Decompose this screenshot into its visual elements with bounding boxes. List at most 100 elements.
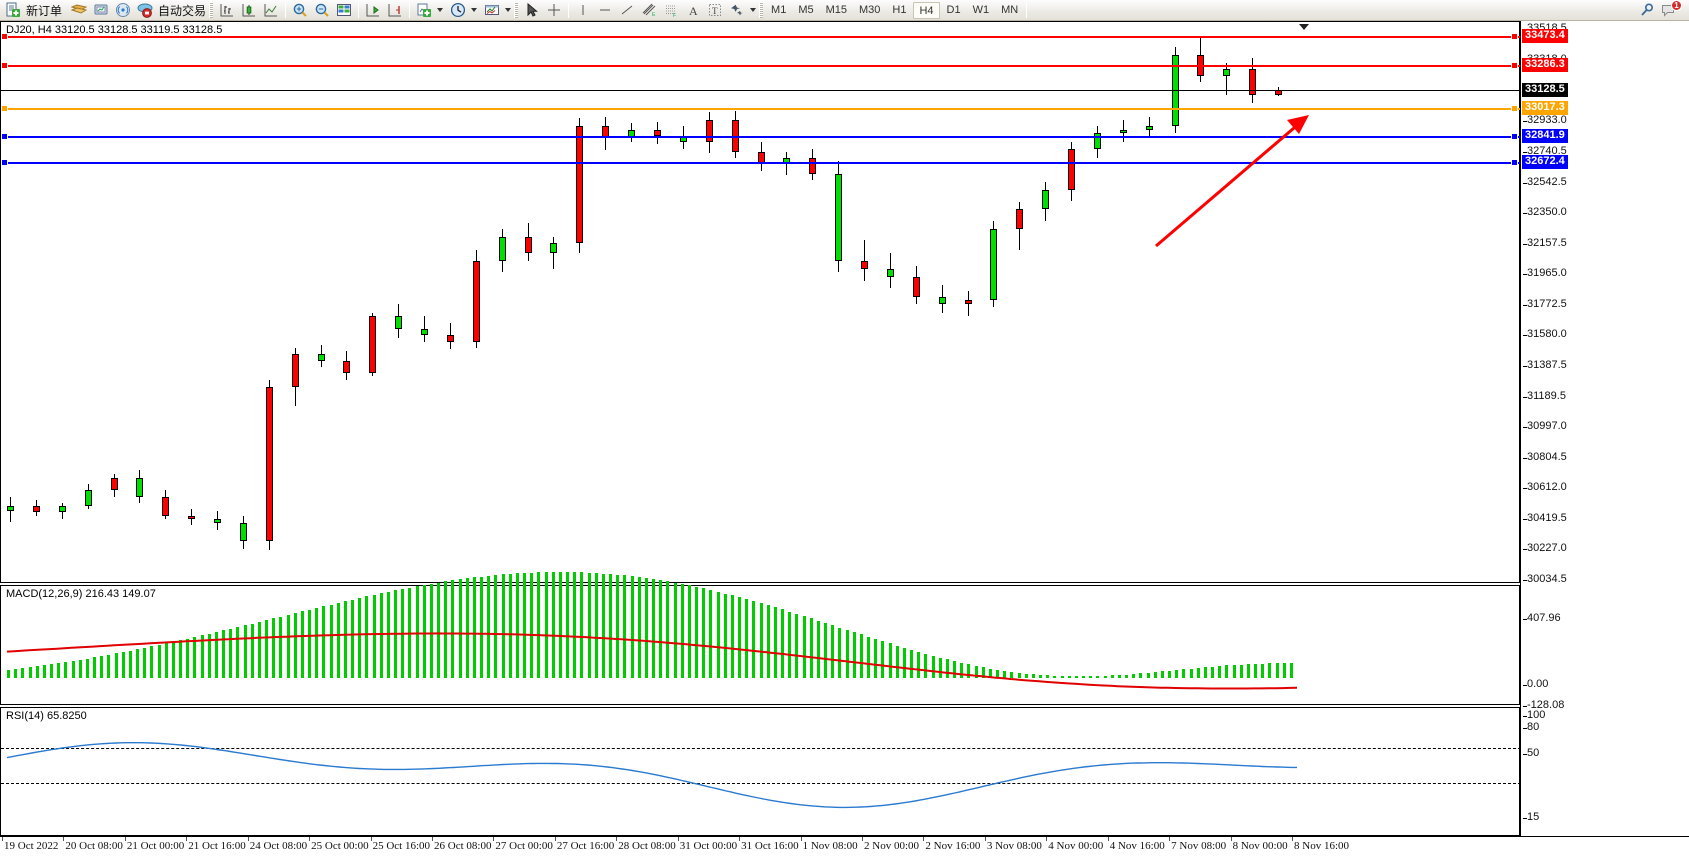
bar-chart-icon[interactable]: [216, 1, 238, 20]
timeframe-button-mn[interactable]: MN: [1001, 3, 1019, 16]
price-line-current-price[interactable]: [1, 90, 1521, 92]
rsi-indicator-pane[interactable]: RSI(14) 65.8250: [0, 707, 1521, 836]
timeframe-button-w1[interactable]: W1: [972, 3, 990, 16]
toolbar-grip-draw[interactable]: [514, 2, 519, 18]
text-label-icon[interactable]: T: [704, 1, 726, 20]
zoom-in-icon[interactable]: [289, 1, 311, 20]
folder-icon[interactable]: [68, 1, 90, 20]
shapes-icon[interactable]: [726, 1, 748, 20]
price-tick: 32740.5: [1523, 144, 1567, 157]
candle-body: [32, 506, 40, 513]
rsi-level-50: [1, 783, 1521, 784]
price-tag-resistance-line[interactable]: 33286.3: [1522, 58, 1568, 73]
timeframe-button-m5[interactable]: M5: [798, 3, 814, 16]
line-handle-left[interactable]: [1, 132, 8, 140]
macd-bar: [551, 572, 555, 678]
toolbar-grip-timeframes[interactable]: [759, 2, 764, 18]
toolbar-separator-5: [1026, 2, 1028, 18]
macd-bar: [687, 585, 691, 678]
candle-body: [110, 477, 118, 491]
macd-indicator-pane[interactable]: MACD(12,26,9) 216.43 149.07: [0, 572, 1520, 705]
add-indicator-dropdown-caret[interactable]: [437, 8, 444, 12]
fibonacci-icon[interactable]: F: [660, 1, 682, 20]
price-tag-current-price[interactable]: 33128.5: [1522, 83, 1568, 98]
templates-dropdown-caret[interactable]: [505, 8, 512, 12]
line-handle-right[interactable]: [1511, 159, 1518, 167]
toolbar-grip-charts[interactable]: [209, 2, 214, 18]
line-handle-left[interactable]: [1, 32, 8, 40]
timeframe-button-m15[interactable]: M15: [825, 3, 847, 16]
price-axis[interactable]: 33518.533318.032933.032740.532542.532350…: [1520, 21, 1689, 836]
crosshair-icon[interactable]: [543, 1, 565, 20]
period-dropdown-caret[interactable]: [471, 8, 478, 12]
macd-bar: [207, 633, 211, 678]
shapes-dropdown-caret[interactable]: [750, 8, 757, 12]
price-line-support-line[interactable]: [1, 162, 1521, 165]
price-line-resistance-line[interactable]: [1, 65, 1521, 68]
macd-bar: [114, 653, 118, 678]
price-line-resistance-line[interactable]: [1, 35, 1521, 38]
price-tag-pivot-line[interactable]: 33017.3: [1522, 100, 1568, 115]
time-label: 27 Oct 16:00: [556, 840, 615, 852]
zoom-out-icon[interactable]: [311, 1, 333, 20]
period-icon[interactable]: [447, 1, 469, 20]
candlestick-chart-icon[interactable]: [238, 1, 260, 20]
add-indicator-icon[interactable]: [413, 1, 435, 20]
line-handle-right[interactable]: [1511, 132, 1518, 140]
price-tag-support-line[interactable]: 32672.4: [1522, 155, 1568, 170]
trendline-icon[interactable]: [616, 1, 638, 20]
line-handle-left[interactable]: [1, 104, 8, 112]
line-handle-right[interactable]: [1511, 62, 1518, 70]
line-handle-right[interactable]: [1511, 104, 1518, 112]
macd-bar: [293, 613, 297, 678]
auto-scroll-icon[interactable]: [362, 1, 384, 20]
price-tag-resistance-line[interactable]: 33473.4: [1522, 28, 1568, 43]
chart-scroll-marker[interactable]: [1299, 24, 1309, 30]
new-order-label[interactable]: 新订单: [26, 3, 63, 18]
terminal-icon[interactable]: [90, 1, 112, 20]
line-handle-left[interactable]: [1, 159, 8, 167]
search-icon[interactable]: [1636, 1, 1658, 20]
macd-bar: [372, 594, 376, 678]
equidistant-channel-icon[interactable]: E: [638, 1, 660, 20]
macd-bar: [1096, 676, 1100, 678]
macd-bar: [953, 661, 956, 678]
price-line-support-line[interactable]: [1, 135, 1521, 138]
macd-bar: [315, 607, 319, 678]
macd-bar: [286, 614, 290, 678]
chart-workspace[interactable]: DJ20, H4 33120.5 33128.5 33119.5 33128.5…: [0, 21, 1689, 862]
candle: [7, 22, 16, 582]
chat-icon[interactable]: 1: [1658, 0, 1682, 20]
templates-icon[interactable]: [481, 1, 503, 20]
line-handle-right[interactable]: [1511, 32, 1518, 40]
svg-text:T: T: [712, 6, 718, 16]
autotrade-icon[interactable]: [134, 1, 156, 20]
time-label: 31 Oct 16:00: [741, 840, 799, 852]
time-tick: [800, 837, 802, 841]
line-chart-icon[interactable]: [260, 1, 282, 20]
signal-icon[interactable]: [112, 1, 134, 20]
timeframe-button-m1[interactable]: M1: [771, 3, 787, 16]
macd-bar: [279, 616, 283, 678]
auto-trade-label[interactable]: 自动交易: [158, 3, 207, 18]
price-line-pivot-line[interactable]: [1, 107, 1521, 110]
timeframe-button-d1[interactable]: D1: [946, 3, 961, 16]
price-tick: 30419.5: [1523, 511, 1567, 524]
timeframe-button-h1[interactable]: H1: [892, 3, 907, 16]
grid-icon[interactable]: [333, 1, 355, 20]
timeframe-button-m30[interactable]: M30: [859, 3, 881, 16]
macd-bar: [358, 598, 362, 678]
vertical-line-icon[interactable]: [572, 1, 594, 20]
macd-bar: [100, 656, 104, 678]
price-chart-pane[interactable]: DJ20, H4 33120.5 33128.5 33119.5 33128.5: [0, 21, 1521, 583]
horizontal-line-icon[interactable]: [594, 1, 616, 20]
price-tag-support-line[interactable]: 32841.9: [1522, 128, 1568, 143]
time-axis[interactable]: 19 Oct 2022 20 Oct 08:00 21 Oct 00:00 21 Oc…: [0, 836, 1689, 862]
macd-bar: [773, 607, 777, 678]
line-handle-left[interactable]: [1, 62, 8, 70]
timeframe-button-h4[interactable]: H4: [913, 1, 940, 19]
new-order-icon[interactable]: [2, 1, 24, 20]
cursor-icon[interactable]: [521, 1, 543, 20]
chart-shift-icon[interactable]: [384, 1, 406, 20]
text-icon[interactable]: A: [682, 1, 704, 20]
